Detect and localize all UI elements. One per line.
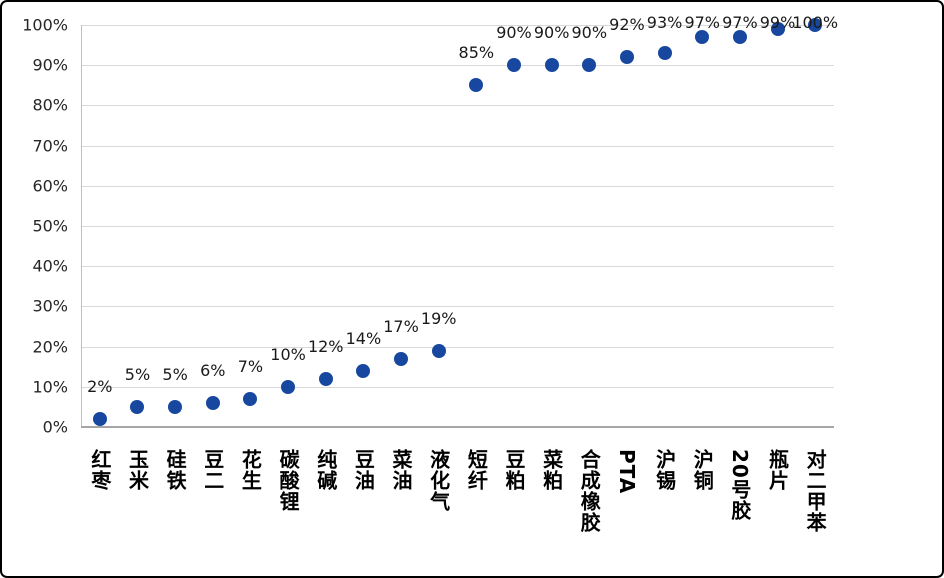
x-category-label: 花生 (238, 449, 263, 491)
x-category-label: 菜油 (389, 449, 414, 491)
data-point-label: 90% (496, 23, 532, 43)
data-point (318, 371, 333, 386)
y-axis-tick-label: 10% (32, 377, 68, 397)
data-point-label: 2% (87, 376, 113, 396)
x-category-label: PTA (614, 449, 639, 495)
x-axis-line (81, 426, 834, 428)
data-point (130, 399, 145, 414)
gridline (81, 226, 834, 227)
y-axis-tick-label: 50% (32, 216, 68, 236)
y-axis-tick-label: 80% (32, 95, 68, 115)
data-point-label: 6% (200, 360, 226, 380)
data-point-label: 19% (420, 308, 457, 328)
gridline (81, 387, 834, 388)
x-category-label: 红枣 (87, 449, 112, 491)
data-point (92, 411, 107, 426)
data-point (582, 58, 597, 73)
gridline (81, 306, 834, 307)
y-axis-tick-label: 60% (32, 176, 68, 196)
data-point-label: 7% (237, 356, 264, 376)
data-point (356, 363, 371, 378)
x-category-label: 20号胶 (727, 449, 752, 521)
data-point-label: 90% (533, 23, 570, 43)
gridline (81, 65, 834, 66)
y-axis-tick-label: 70% (32, 136, 68, 156)
data-point-label: 14% (345, 328, 382, 348)
x-category-label: 豆粕 (501, 449, 526, 491)
data-point (544, 58, 559, 73)
x-category-label: 液化气 (426, 449, 451, 512)
data-point (619, 50, 634, 65)
y-axis-tick-label: 30% (32, 296, 68, 316)
data-point (431, 343, 446, 358)
data-point-label: 5% (124, 364, 151, 384)
x-category-label: 碳酸锂 (276, 449, 301, 512)
x-category-label: 菜粕 (539, 449, 564, 491)
y-axis-tick-label: 20% (32, 337, 68, 357)
data-point (808, 18, 823, 32)
gridline (81, 105, 834, 106)
data-point (394, 351, 409, 366)
data-point-label: 5% (162, 364, 188, 384)
y-axis-tick-label: 90% (32, 55, 68, 75)
data-point-label: 85% (458, 43, 495, 63)
y-axis-line (81, 25, 82, 427)
x-category-label: 合成橡胶 (577, 449, 602, 533)
data-point-label: 97% (684, 13, 720, 32)
x-category-label: 瓶片 (765, 449, 790, 491)
data-point (695, 30, 710, 45)
data-point-label: 10% (270, 344, 306, 364)
data-point (243, 391, 258, 406)
data-point-label: 99% (759, 13, 796, 32)
gridline (81, 146, 834, 147)
x-category-label: 豆二 (200, 449, 225, 491)
data-point (205, 395, 220, 410)
gridline (81, 25, 834, 26)
data-point (168, 399, 183, 414)
x-category-label: 沪锡 (652, 449, 677, 491)
y-axis-tick-label: 100% (22, 15, 68, 35)
data-point (657, 46, 672, 61)
x-category-label: 硅铁 (163, 449, 188, 491)
x-category-label: 纯碱 (313, 449, 338, 491)
data-point-label: 100% (792, 13, 839, 32)
data-point (732, 30, 747, 45)
x-category-label: 对二甲苯 (803, 449, 828, 533)
y-axis-tick-label: 40% (32, 256, 68, 276)
data-point (469, 78, 484, 93)
x-category-label: 沪铜 (690, 449, 715, 491)
data-point-label: 17% (383, 316, 419, 336)
gridline (81, 186, 834, 187)
x-category-label: 玉米 (125, 449, 150, 491)
x-category-label: 短纤 (464, 449, 489, 491)
y-axis-tick-label: 0% (42, 417, 68, 437)
gridline (81, 266, 834, 267)
data-point-label: 93% (646, 13, 683, 32)
data-point-label: 92% (609, 15, 645, 35)
data-point (770, 22, 785, 37)
data-point (506, 58, 521, 73)
data-point-label: 97% (722, 13, 758, 32)
x-category-label: 豆油 (351, 449, 376, 491)
data-point (281, 379, 296, 394)
data-point-label: 12% (307, 336, 344, 356)
gridline (81, 347, 834, 348)
data-point-label: 90% (571, 23, 608, 43)
